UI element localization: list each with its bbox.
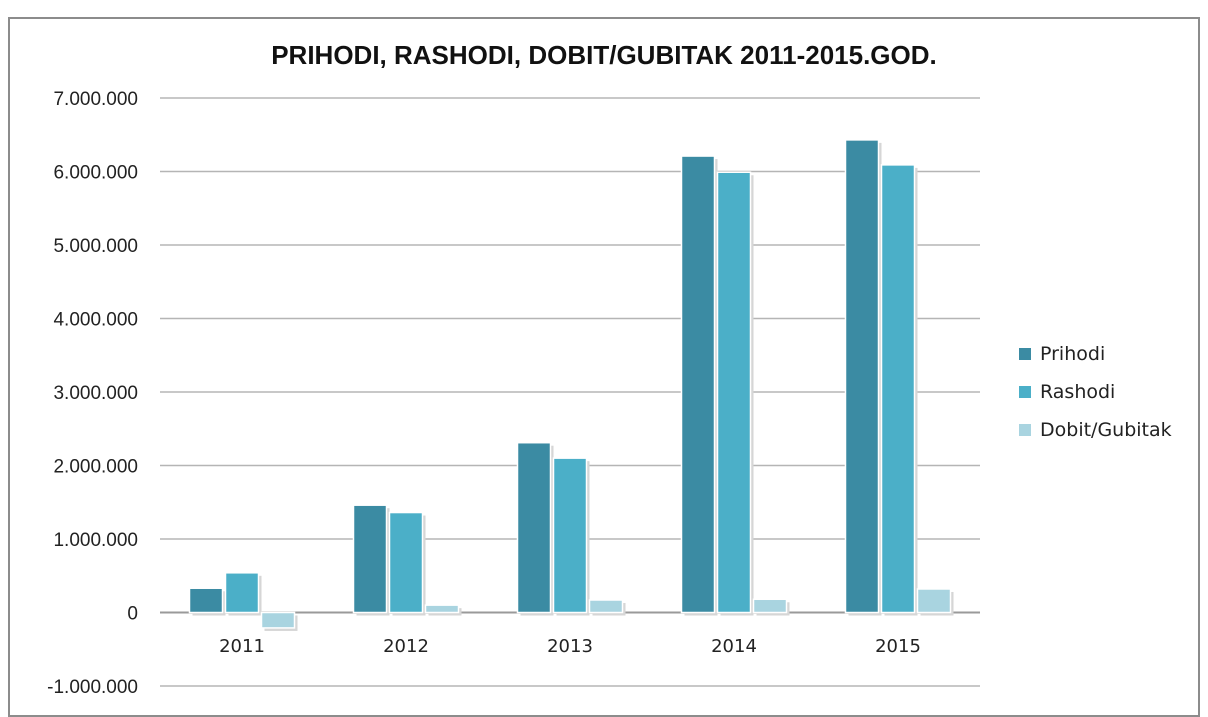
bar-prihodi-2014 (680, 155, 716, 614)
legend-label: Prihodi (1040, 343, 1105, 365)
legend-swatch (1019, 424, 1031, 436)
y-axis: 7.000.000 6.000.000 5.000.000 4.000.000 3.00… (47, 89, 138, 698)
bar-dobit-gubitak-2014 (752, 598, 788, 614)
bar-rashodi-2013 (552, 457, 588, 614)
x-tick-label: 2011 (219, 636, 265, 657)
bar-rashodi-2011 (224, 572, 260, 614)
bar-rashodi-2014 (716, 171, 752, 614)
x-tick-label: 2013 (547, 636, 593, 657)
x-tick-label: 2012 (383, 636, 429, 657)
bar-dobit-gubitak-2011 (260, 611, 296, 629)
bar-dobit-gubitak-2015 (916, 588, 952, 614)
chart-title: PRIHODI, RASHODI, DOBIT/GUBITAK 2011-201… (271, 40, 937, 70)
y-tick-label: 0 (127, 604, 138, 625)
y-tick-label: 3.000.000 (53, 383, 138, 404)
bar-rashodi-2012 (388, 511, 424, 614)
bar-prihodi-2011 (188, 587, 224, 614)
y-tick-label: -1.000.000 (47, 677, 138, 698)
legend-swatch (1019, 348, 1031, 360)
bars (188, 139, 954, 631)
legend-label: Dobit/Gubitak (1040, 419, 1172, 441)
y-tick-label: 6.000.000 (53, 163, 138, 184)
bar-prihodi-2015 (844, 139, 880, 614)
y-tick-label: 1.000.000 (53, 530, 138, 551)
y-tick-label: 4.000.000 (53, 310, 138, 331)
x-axis: 2011 2012 2013 2014 2015 (219, 636, 921, 657)
legend-label: Rashodi (1040, 381, 1115, 403)
legend-swatch (1019, 386, 1031, 398)
bar-prihodi-2013 (516, 441, 552, 614)
y-tick-label: 7.000.000 (53, 89, 138, 110)
bar-rashodi-2015 (880, 164, 916, 614)
bar-dobit-gubitak-2012 (424, 604, 460, 614)
bar-prihodi-2012 (352, 504, 388, 614)
y-tick-label: 2.000.000 (53, 457, 138, 478)
x-tick-label: 2015 (875, 636, 921, 657)
x-tick-label: 2014 (711, 636, 757, 657)
legend: Prihodi Rashodi Dobit/Gubitak (1019, 343, 1172, 441)
y-tick-label: 5.000.000 (53, 236, 138, 257)
bar-dobit-gubitak-2013 (588, 599, 624, 614)
